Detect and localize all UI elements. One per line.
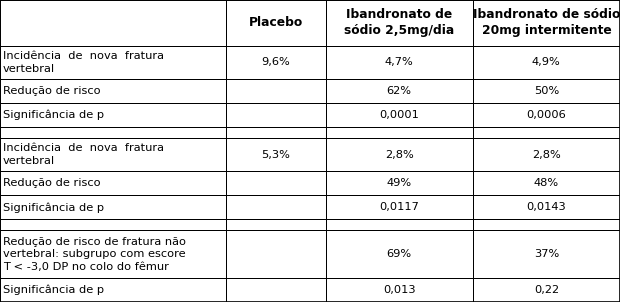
Text: 5,3%: 5,3% (262, 150, 290, 160)
Text: 37%: 37% (534, 249, 559, 259)
Text: Ibandronato de
sódio 2,5mg/dia: Ibandronato de sódio 2,5mg/dia (344, 8, 454, 37)
Text: Significância de p: Significância de p (3, 285, 104, 295)
Text: Incidência  de  nova  fratura
vertebral: Incidência de nova fratura vertebral (3, 51, 164, 74)
Text: Placebo: Placebo (249, 17, 303, 30)
Text: 0,0001: 0,0001 (379, 110, 419, 120)
Text: 0,0117: 0,0117 (379, 202, 419, 212)
Text: Redução de risco: Redução de risco (3, 86, 100, 96)
Text: 0,013: 0,013 (383, 285, 415, 295)
Text: 0,22: 0,22 (534, 285, 559, 295)
Text: 0,0006: 0,0006 (526, 110, 566, 120)
Text: 48%: 48% (534, 178, 559, 188)
Text: Incidência  de  nova  fratura
vertebral: Incidência de nova fratura vertebral (3, 143, 164, 166)
Text: Redução de risco: Redução de risco (3, 178, 100, 188)
Text: 2,8%: 2,8% (385, 150, 414, 160)
Text: 9,6%: 9,6% (262, 57, 290, 67)
Text: 49%: 49% (386, 178, 412, 188)
Text: 0,0143: 0,0143 (526, 202, 566, 212)
Text: Redução de risco de fratura não
vertebral: subgrupo com escore
T < -3,0 DP no co: Redução de risco de fratura não vertebra… (3, 237, 186, 271)
Text: Significância de p: Significância de p (3, 110, 104, 120)
Text: 4,7%: 4,7% (385, 57, 414, 67)
Text: 4,9%: 4,9% (532, 57, 560, 67)
Text: Significância de p: Significância de p (3, 202, 104, 213)
Text: Ibandronato de sódio
20mg intermitente: Ibandronato de sódio 20mg intermitente (472, 8, 620, 37)
Text: 69%: 69% (386, 249, 412, 259)
Text: 62%: 62% (387, 86, 412, 96)
Text: 50%: 50% (534, 86, 559, 96)
Text: 2,8%: 2,8% (532, 150, 560, 160)
